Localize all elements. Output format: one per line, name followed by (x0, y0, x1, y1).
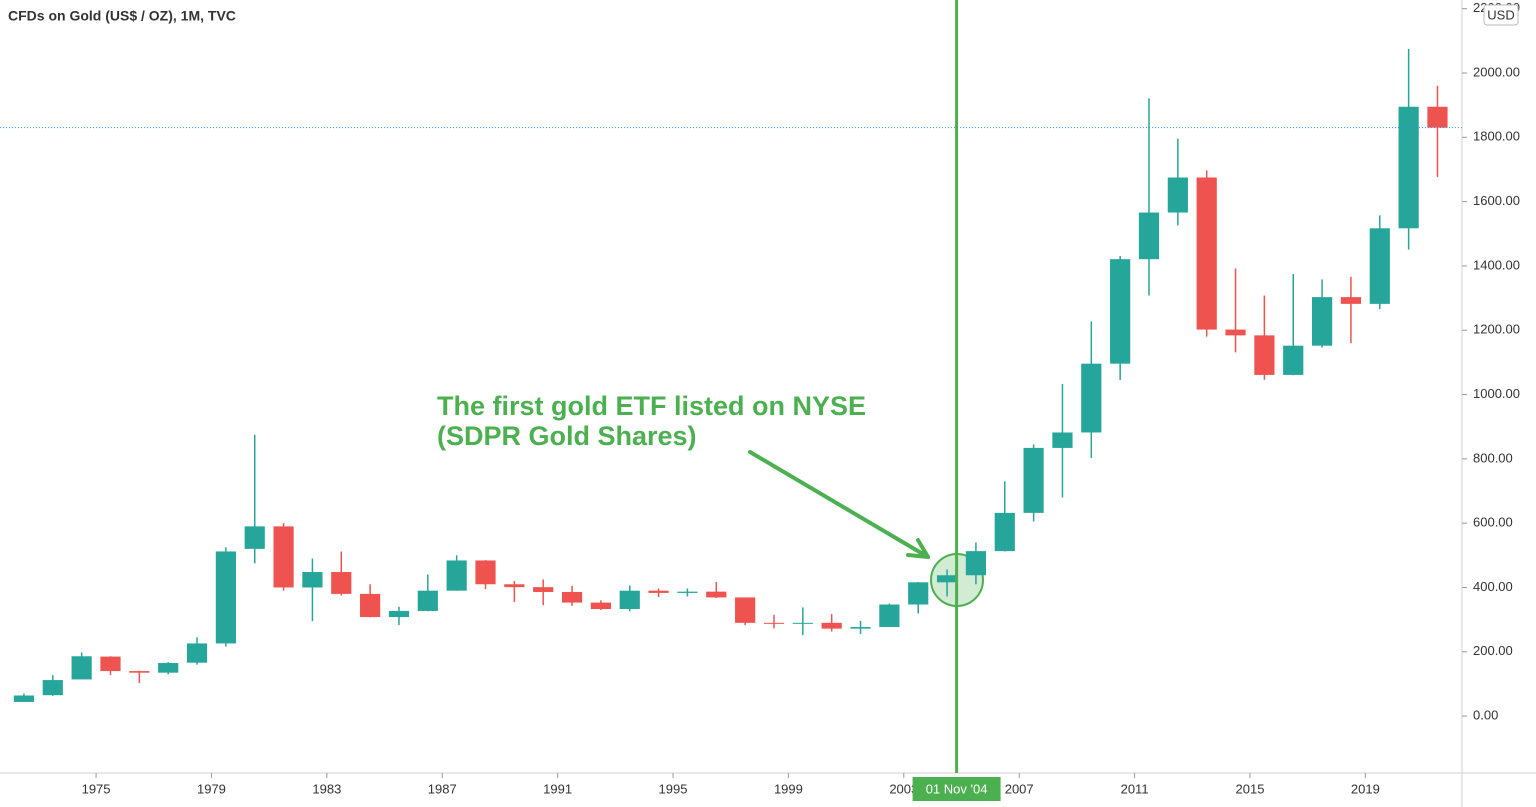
candle-body (533, 587, 554, 592)
candle-body (706, 591, 727, 598)
candle-body (648, 590, 669, 593)
x-tick-label: 2019 (1351, 781, 1380, 796)
x-tick-label: 2003 (889, 781, 918, 796)
candle-body (879, 604, 900, 628)
x-tick-label: 2011 (1121, 781, 1149, 796)
candle-body (821, 622, 842, 629)
candle-body (360, 593, 381, 618)
x-tick-label: 1975 (82, 781, 111, 796)
crosshair-label: 01 Nov '04 (926, 781, 988, 796)
candle-body (908, 582, 929, 605)
candle-body (417, 590, 438, 611)
x-tick-label: 1979 (197, 781, 226, 796)
x-tick-label: 1983 (312, 781, 341, 796)
candle-body (71, 656, 92, 680)
candle-body (273, 526, 294, 588)
x-tick-label: 1999 (774, 781, 803, 796)
candle-body (1052, 432, 1073, 448)
candle-body (158, 663, 179, 673)
candle-body (1225, 329, 1246, 336)
candle-body (1340, 297, 1362, 304)
x-tick-label: 1991 (543, 781, 572, 796)
candle-body (1283, 345, 1304, 375)
candle-body (186, 643, 208, 663)
candle-body (388, 610, 410, 618)
y-tick-label: 1200.00 (1473, 322, 1520, 337)
y-tick-label: 800.00 (1473, 450, 1513, 465)
annotation-arrow (748, 450, 930, 559)
candle-body (244, 526, 265, 549)
candle-body (763, 622, 785, 624)
candle-body (1110, 259, 1131, 364)
candle-body (850, 627, 871, 629)
candle-body (1081, 363, 1102, 433)
y-tick-label: 0.00 (1473, 708, 1498, 723)
candle-body (561, 591, 583, 603)
candle-body (1196, 177, 1217, 330)
candle-body (129, 671, 150, 673)
x-tick-label: 1987 (428, 781, 457, 796)
candle-body (1023, 447, 1044, 513)
candle-body (1138, 212, 1160, 260)
candle-body (965, 551, 987, 576)
y-tick-label: 1600.00 (1473, 193, 1520, 208)
y-tick-label: 2000.00 (1473, 64, 1520, 79)
candle-body (735, 597, 756, 623)
currency-badge (1483, 4, 1519, 26)
x-tick-label: 1995 (659, 781, 688, 796)
candle-body (1167, 177, 1188, 213)
x-tick-label: 2015 (1236, 781, 1265, 796)
candle-body (677, 591, 698, 593)
candle-body (1254, 335, 1275, 375)
candle-body (936, 575, 958, 583)
crosshair-label-bg (912, 777, 1001, 801)
y-tick-label: 400.00 (1473, 579, 1513, 594)
candle-body (1311, 297, 1333, 346)
currency-label: USD (1487, 7, 1514, 22)
candle-body (475, 560, 496, 585)
candle-body (619, 590, 640, 610)
chart-title: CFDs on Gold (US$ / OZ), 1M, TVC (8, 8, 236, 24)
candle-body (42, 680, 63, 696)
candle-body (215, 551, 236, 644)
candle-body (792, 622, 813, 624)
y-tick-label: 1400.00 (1473, 257, 1520, 272)
candle-body (331, 572, 352, 594)
candle-body (1369, 228, 1390, 304)
candle-body (446, 560, 467, 591)
y-tick-label: 1800.00 (1473, 129, 1520, 144)
y-tick-label: 600.00 (1473, 515, 1513, 530)
candle-body (590, 602, 611, 610)
annotation-line: (SDPR Gold Shares) (437, 421, 697, 451)
candle-body (504, 584, 525, 588)
candle-body (994, 512, 1015, 552)
candle-body (100, 656, 121, 672)
candle-body (1398, 106, 1419, 229)
candle-body (13, 695, 35, 702)
x-tick-label: 2007 (1005, 781, 1034, 796)
candle-body (302, 572, 323, 588)
candle-body (1427, 106, 1448, 128)
annotation-line: The first gold ETF listed on NYSE (437, 391, 866, 421)
y-tick-label: 1000.00 (1473, 386, 1520, 401)
y-tick-label: 200.00 (1473, 643, 1513, 658)
